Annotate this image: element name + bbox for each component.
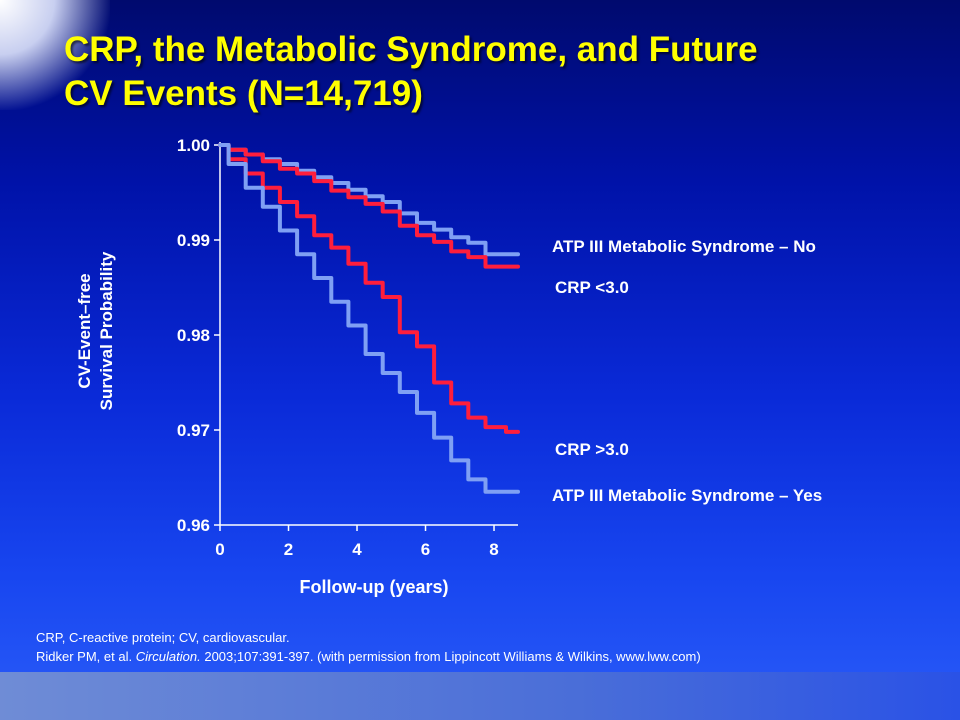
footnote-line-1: CRP, C-reactive protein; CV, cardiovascu… xyxy=(36,630,290,645)
series-label-3: CRP >3.0 xyxy=(555,440,629,459)
x-tick-label: 0 xyxy=(215,540,224,559)
series-label-4: ATP III Metabolic Syndrome – Yes xyxy=(552,486,822,505)
footnote: CRP, C-reactive protein; CV, cardiovascu… xyxy=(36,628,936,666)
x-tick-label: 8 xyxy=(489,540,498,559)
y-axis-title-line: Survival Probability xyxy=(97,251,116,410)
series-line-2 xyxy=(218,143,520,269)
footnote-citation-suffix: 2003;107:391-397. (with permission from … xyxy=(200,649,701,664)
title-line-2: CV Events (N=14,719) xyxy=(64,74,423,113)
footnote-journal: Circulation. xyxy=(135,649,201,664)
chart-labels: ATP III Metabolic Syndrome – No CRP <3.0 C… xyxy=(552,237,822,505)
slide-title: CRP, the Metabolic Syndrome, and Future … xyxy=(64,28,924,116)
x-tick-label: 6 xyxy=(421,540,430,559)
title-line-1: CRP, the Metabolic Syndrome, and Future xyxy=(64,30,758,69)
chart-series xyxy=(218,143,520,494)
y-axis-title-line: CV-Event–free xyxy=(75,273,94,388)
x-tick-label: 2 xyxy=(284,540,293,559)
corner-glow xyxy=(0,0,110,110)
y-tick-label: 1.00 xyxy=(177,136,210,155)
chart-axes: 1.00 0.99 0.98 0.97 0.96 0 2 4 6 8 Follow-up (year… xyxy=(75,136,518,597)
y-tick-label: 0.97 xyxy=(177,421,210,440)
footnote-citation-prefix: Ridker PM, et al. xyxy=(36,649,136,664)
series-line-3 xyxy=(218,143,520,434)
bottom-band xyxy=(0,672,960,720)
y-tick-label: 0.96 xyxy=(177,516,210,535)
x-tick-label: 4 xyxy=(352,540,362,559)
footnote-line-2: Ridker PM, et al. Circulation. 2003;107:… xyxy=(36,647,936,666)
series-line-4 xyxy=(218,143,520,494)
y-tick-label: 0.99 xyxy=(177,231,210,250)
series-label-1: ATP III Metabolic Syndrome – No xyxy=(552,237,816,256)
y-tick-label: 0.98 xyxy=(177,326,210,345)
x-axis-title: Follow-up (years) xyxy=(299,577,448,597)
series-label-2: CRP <3.0 xyxy=(555,278,629,297)
y-axis-title: CV-Event–free Survival Probability xyxy=(75,251,116,410)
